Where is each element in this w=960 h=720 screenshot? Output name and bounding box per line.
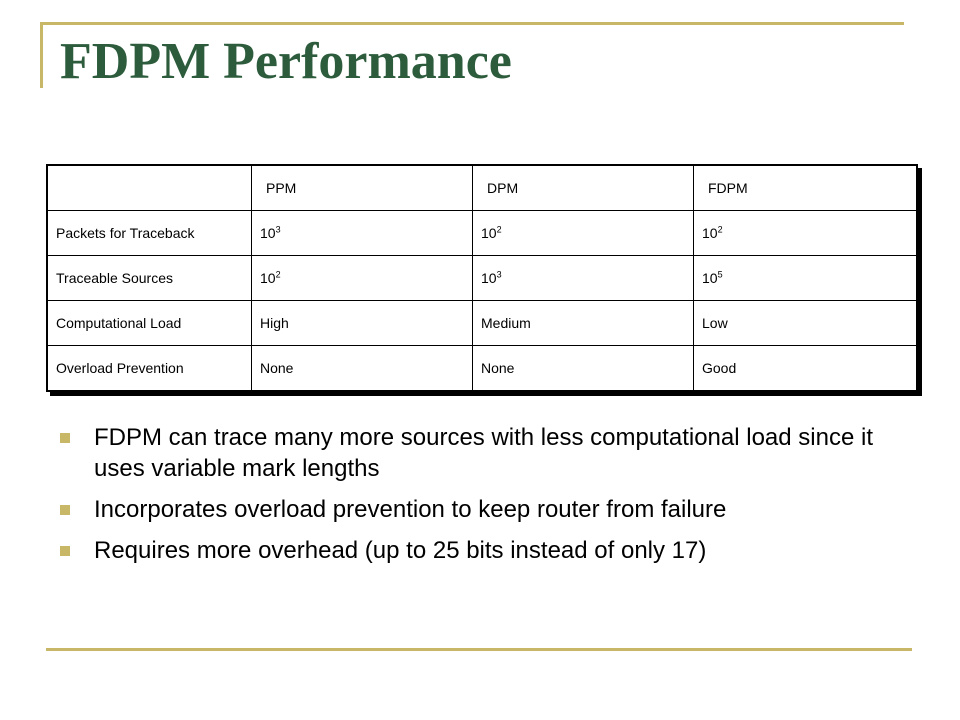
table-row: Overload Prevention None None Good: [46, 345, 918, 392]
table-cell: High: [251, 300, 473, 346]
bullet-text: FDPM can trace many more sources with le…: [94, 424, 873, 482]
header-cell-dpm: DPM: [472, 164, 694, 211]
table-cell: 103: [472, 255, 694, 301]
header-cell-ppm: PPM: [251, 164, 473, 211]
table-row: Packets for Traceback 103 102 102: [46, 210, 918, 256]
table-header-row: PPM DPM FDPM: [46, 164, 918, 211]
square-bullet-icon: [60, 546, 70, 556]
list-item: FDPM can trace many more sources with le…: [60, 422, 910, 484]
top-rule: [40, 22, 904, 25]
table-cell: Good: [693, 345, 918, 392]
bottom-rule: [46, 648, 912, 651]
square-bullet-icon: [60, 433, 70, 443]
performance-table: PPM DPM FDPM Packets for Traceback 103 1…: [46, 164, 918, 392]
row-label: Traceable Sources: [46, 255, 252, 301]
header-cell-fdpm: FDPM: [693, 164, 918, 211]
table-row: Computational Load High Medium Low: [46, 300, 918, 346]
table-cell: 103: [251, 210, 473, 256]
table-cell: 105: [693, 255, 918, 301]
list-item: Incorporates overload prevention to keep…: [60, 494, 910, 525]
row-label: Packets for Traceback: [46, 210, 252, 256]
bullet-list: FDPM can trace many more sources with le…: [60, 422, 910, 576]
list-item: Requires more overhead (up to 25 bits in…: [60, 535, 910, 566]
table-cell: 102: [472, 210, 694, 256]
row-label: Overload Prevention: [46, 345, 252, 392]
table-cell: Medium: [472, 300, 694, 346]
table-cell: None: [251, 345, 473, 392]
left-rule: [40, 22, 43, 88]
slide-title: FDPM Performance: [60, 33, 512, 90]
header-cell-empty: [46, 164, 252, 211]
table-row: Traceable Sources 102 103 105: [46, 255, 918, 301]
table-cell: None: [472, 345, 694, 392]
bullet-text: Incorporates overload prevention to keep…: [94, 496, 727, 523]
table-cell: 102: [693, 210, 918, 256]
table-cell: 102: [251, 255, 473, 301]
row-label: Computational Load: [46, 300, 252, 346]
square-bullet-icon: [60, 505, 70, 515]
table-cell: Low: [693, 300, 918, 346]
bullet-text: Requires more overhead (up to 25 bits in…: [94, 537, 707, 564]
